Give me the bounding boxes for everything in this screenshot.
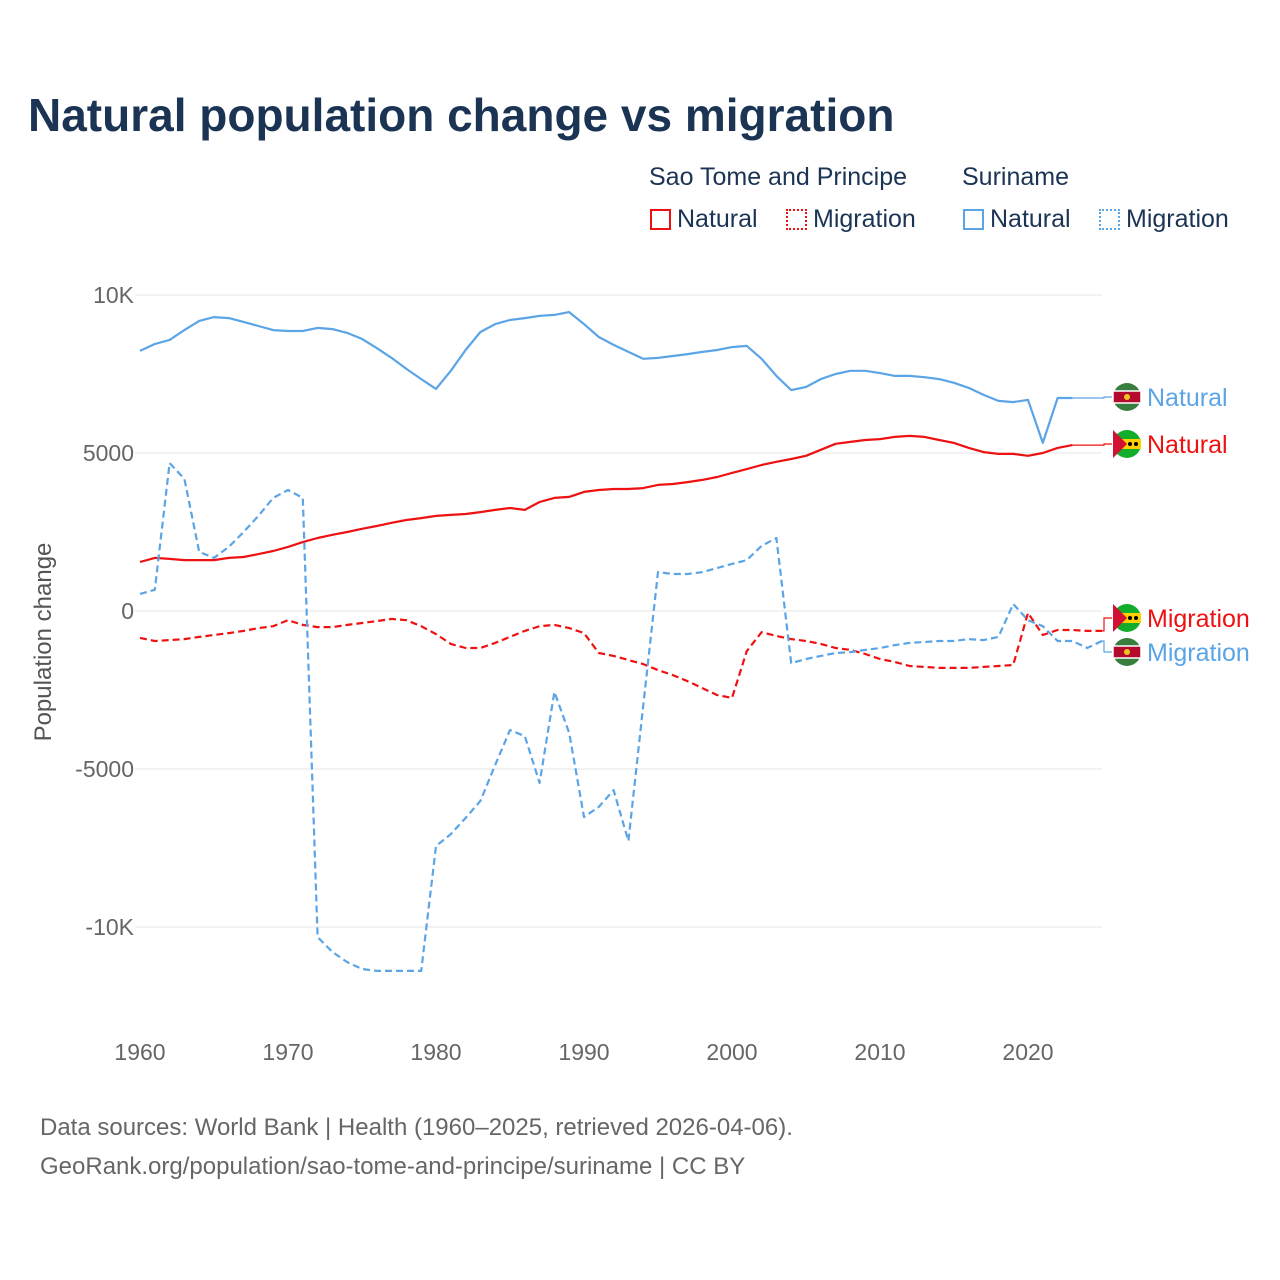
end-label: Natural [1147, 431, 1228, 459]
legend-group-sao-tome: Sao Tome and Principe [649, 163, 908, 191]
flag-star [1134, 442, 1138, 446]
legend-swatch-solid [963, 209, 984, 230]
x-tick-label: 1970 [262, 1039, 313, 1065]
y-tick-label: -5000 [75, 756, 134, 782]
x-tick-label: 2020 [1002, 1039, 1053, 1065]
label-connector [1072, 443, 1112, 446]
chart-title: Natural population change vs migration [28, 89, 895, 141]
series-line-sao-tome-and-principe-natural [139, 434, 1073, 564]
label-connector [1102, 617, 1112, 632]
flag-star [1128, 616, 1132, 620]
x-tick-label: 2000 [706, 1039, 757, 1065]
y-tick-label: -10K [85, 914, 134, 940]
series-line-suriname-natural [139, 311, 1073, 444]
legend-label: Natural [990, 205, 1071, 233]
legend-swatch-solid [650, 209, 671, 230]
label-connector [1102, 640, 1112, 653]
legend-group-suriname: Suriname [962, 163, 1069, 191]
x-tick-label: 1960 [114, 1039, 165, 1065]
series-line-sao-tome-and-principe-migration [139, 611, 1102, 700]
source-line: Data sources: World Bank | Health (1960–… [40, 1114, 793, 1141]
flag-triangle [1113, 604, 1127, 632]
legend-item-sur-migration[interactable]: Migration [1099, 205, 1229, 234]
flag-star [1124, 394, 1130, 400]
flag-icon-suriname [1112, 638, 1142, 666]
x-tick-label: 2010 [854, 1039, 905, 1065]
flag-triangle [1113, 430, 1127, 458]
legend-item-stp-migration[interactable]: Migration [786, 205, 916, 234]
footer: Data sources: World Bank | Health (1960–… [40, 1108, 793, 1186]
flag-icon-sao-tome [1113, 430, 1141, 458]
x-tick-label: 1980 [410, 1039, 461, 1065]
flag-star [1124, 649, 1130, 655]
flag-star [1128, 442, 1132, 446]
series-line-suriname-migration [139, 462, 1103, 973]
label-connector [1072, 396, 1112, 399]
legend-item-stp-natural[interactable]: Natural [650, 205, 758, 234]
x-tick-label: 1990 [558, 1039, 609, 1065]
y-tick-label: 10K [93, 282, 135, 308]
flag-icon-sao-tome [1113, 604, 1141, 632]
y-tick-label: 0 [121, 598, 134, 624]
legend-item-sur-natural[interactable]: Natural [963, 205, 1071, 234]
legend-swatch-dotted [1099, 209, 1120, 230]
y-axis-label: Population change [30, 543, 57, 742]
legend-label: Migration [813, 205, 916, 233]
flag-icon-suriname [1112, 383, 1142, 411]
end-label: Migration [1147, 639, 1250, 667]
legend-label: Migration [1126, 205, 1229, 233]
end-label: Natural [1147, 384, 1228, 412]
flag-star [1134, 616, 1138, 620]
legend-label: Natural [677, 205, 758, 233]
legend-swatch-dotted [786, 209, 807, 230]
end-label: Migration [1147, 605, 1250, 633]
y-tick-label: 5000 [83, 440, 134, 466]
url-line: GeoRank.org/population/sao-tome-and-prin… [40, 1153, 746, 1180]
